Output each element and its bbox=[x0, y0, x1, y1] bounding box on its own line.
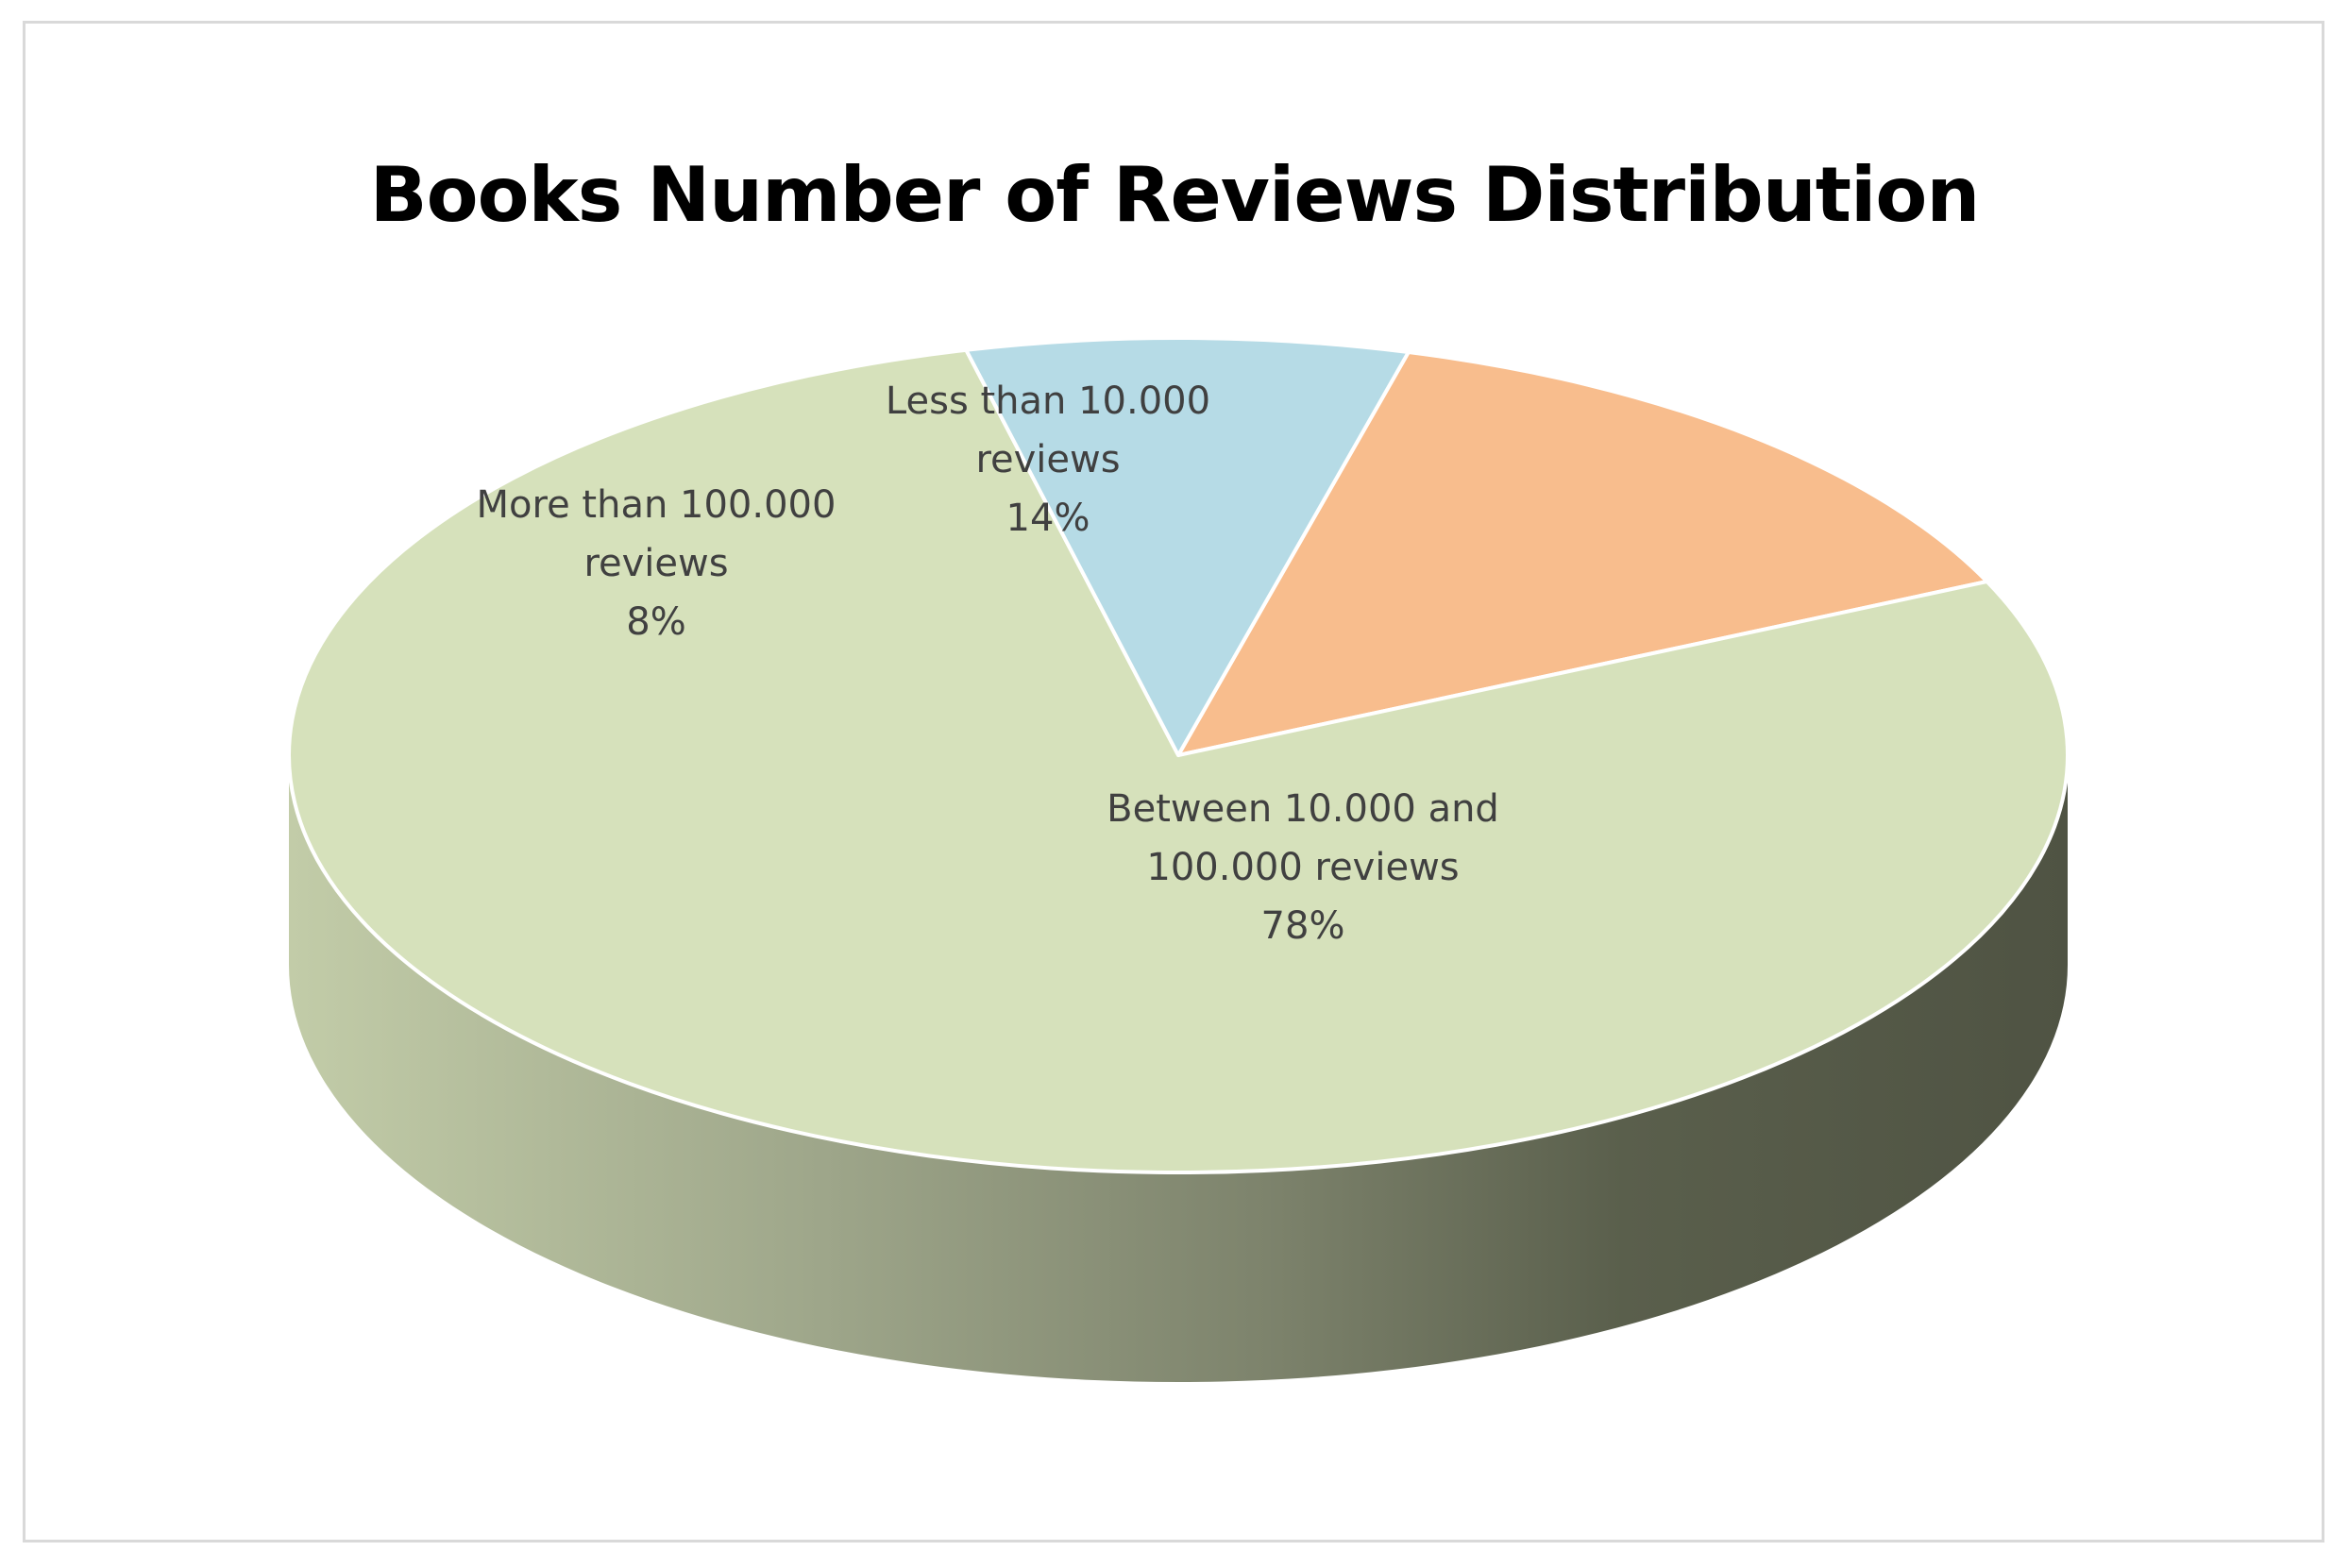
slice-label-line-0-1: reviews bbox=[975, 438, 1120, 481]
pie-slice-1 bbox=[287, 347, 2070, 1174]
slice-percent-1: 78% bbox=[1261, 904, 1345, 948]
pie-slice-2 bbox=[964, 336, 1411, 757]
slice-label-line-1-1: 100.000 reviews bbox=[1146, 846, 1459, 889]
chart-title: Books Number of Reviews Distribution bbox=[369, 151, 1981, 239]
slice-label-0: Less than 10.000 reviews 14% bbox=[886, 379, 1210, 540]
slice-label-1: Between 10.000 and 100.000 reviews 78% bbox=[1107, 787, 1499, 948]
slice-label-line-2-0: More than 100.000 bbox=[477, 483, 837, 527]
slice-label-line-2-1: reviews bbox=[583, 542, 728, 585]
slice-label-line-1-0: Between 10.000 and bbox=[1107, 787, 1499, 831]
slice-label-line-0-0: Less than 10.000 bbox=[886, 379, 1210, 423]
pie-slice-0 bbox=[1176, 350, 1989, 757]
pie-side-wall bbox=[289, 755, 2068, 1382]
slice-percent-2: 8% bbox=[626, 600, 685, 644]
slice-percent-0: 14% bbox=[1006, 497, 1090, 540]
slice-label-2: More than 100.000 reviews 8% bbox=[477, 483, 837, 644]
